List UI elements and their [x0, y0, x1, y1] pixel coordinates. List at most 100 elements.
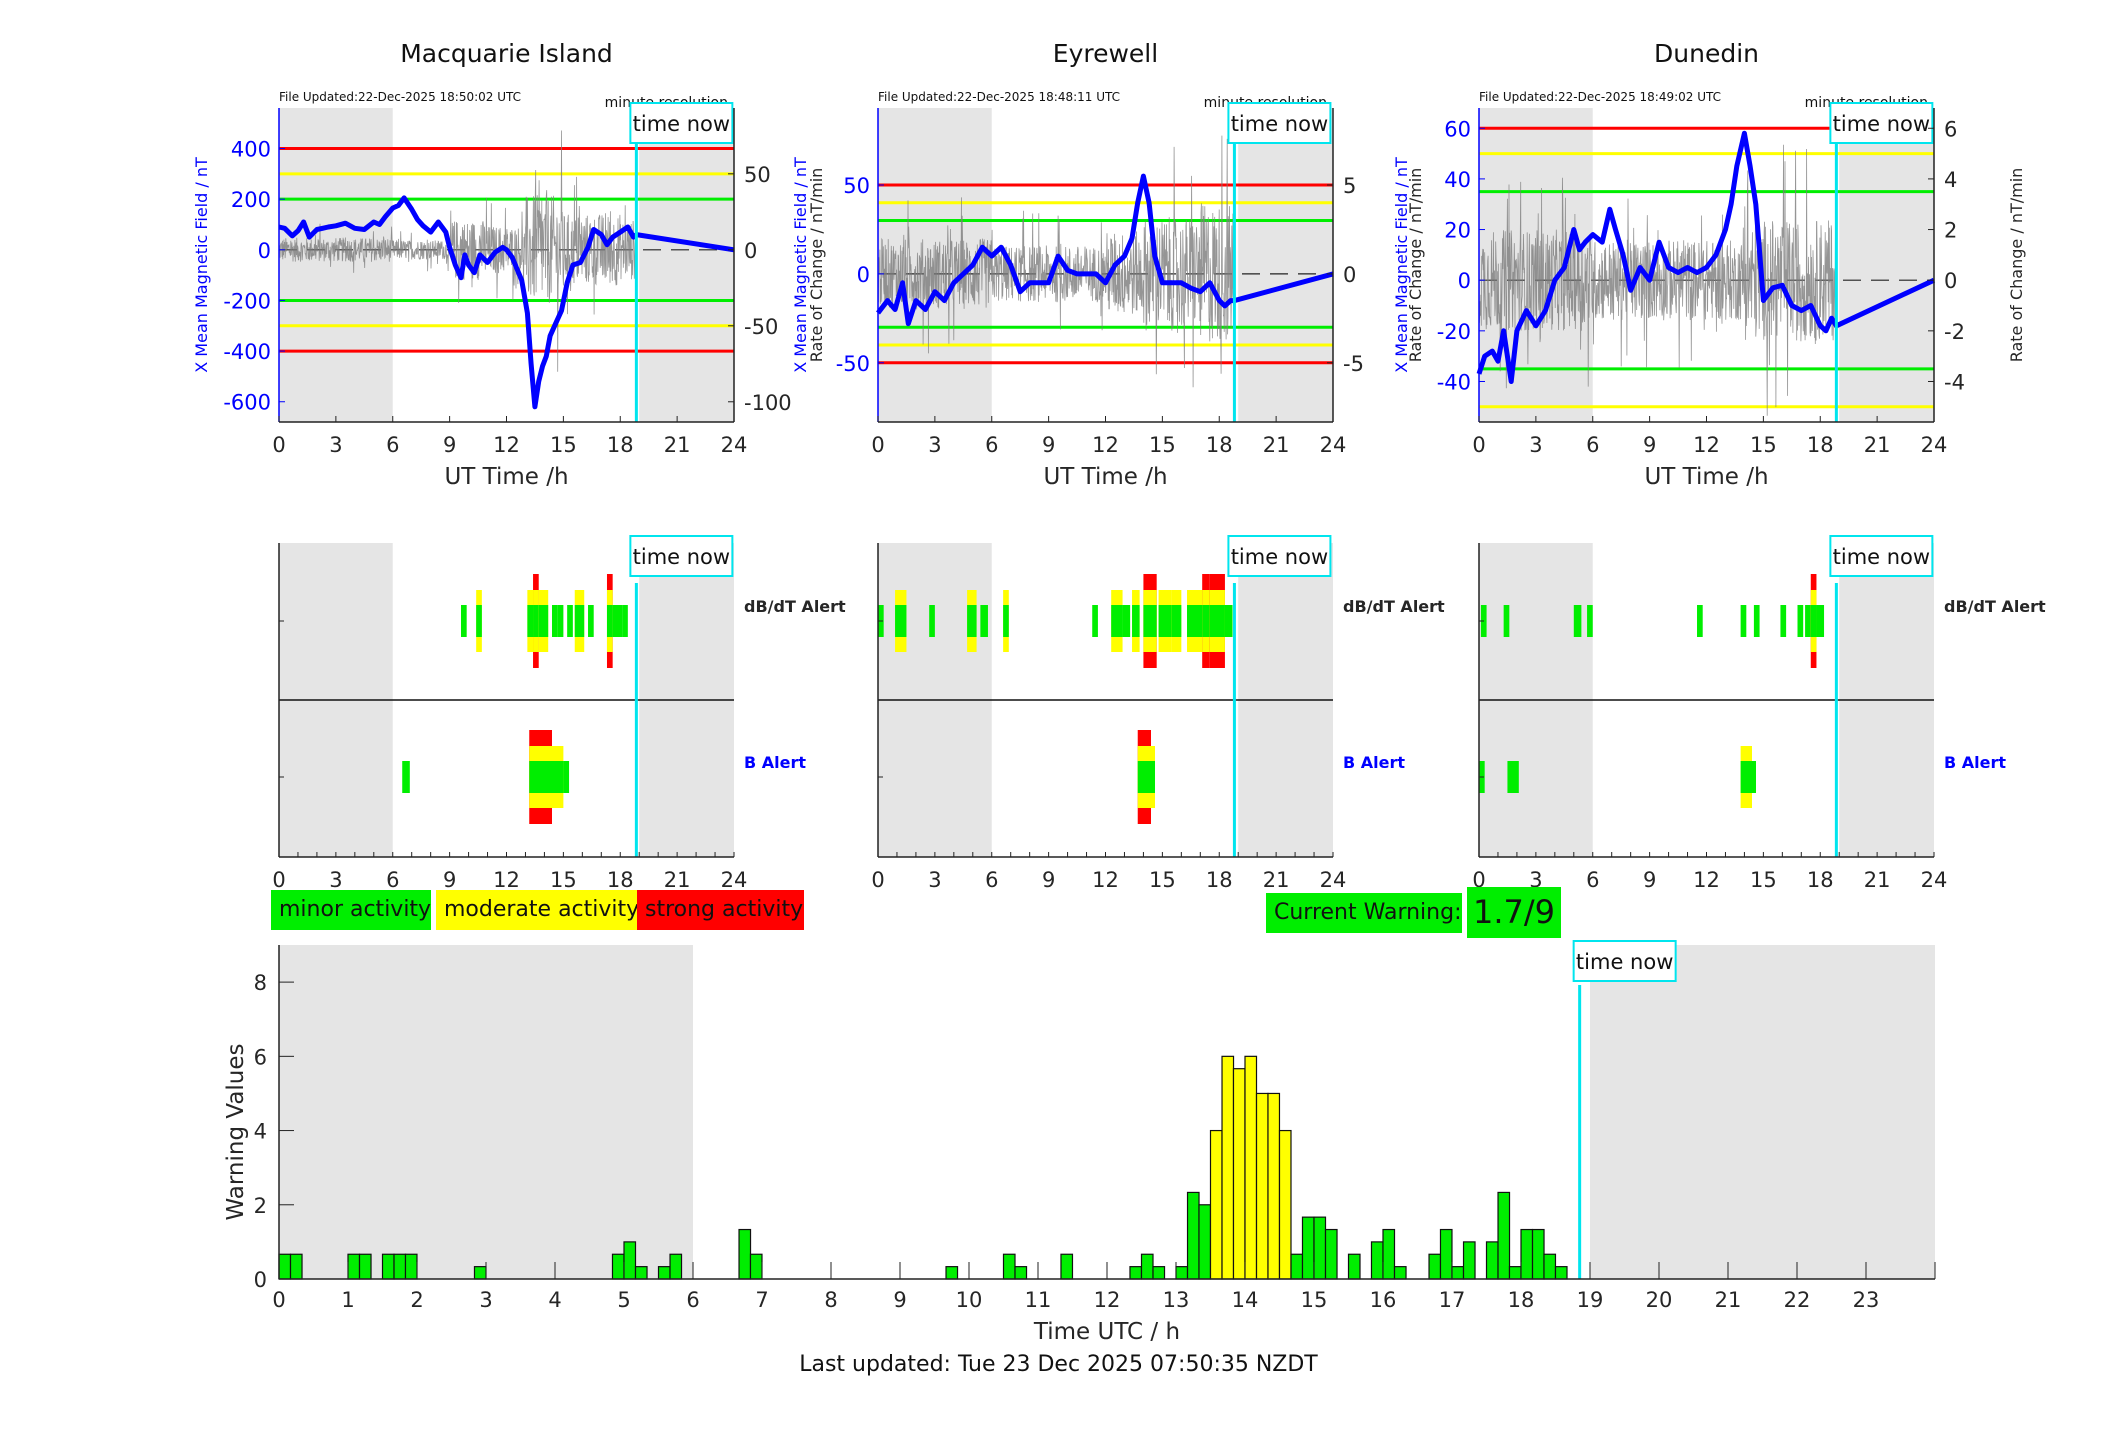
alert-bar-level-1	[1209, 605, 1225, 637]
time-now-label: time now	[1231, 112, 1328, 136]
alert-bar-level-1	[1111, 605, 1123, 637]
y-tick-label: 0	[254, 1268, 267, 1292]
time-now-box	[629, 535, 734, 577]
x-tick-label: 23	[1853, 1288, 1880, 1312]
night-shading	[279, 108, 393, 422]
alert-bar-level-1	[967, 605, 977, 637]
alert-bar-level-1	[563, 761, 570, 793]
x-tick-label: 18	[1206, 433, 1233, 457]
alert-bar-level-1	[402, 761, 410, 793]
y-left-axis-label: X Mean Magnetic Field / nT	[791, 157, 810, 373]
field-plot-dunedin: Dunedin File Updated:22-Dec-2025 18:49:02…	[1392, 39, 2026, 490]
x-tick-label: 2	[410, 1288, 423, 1312]
alert-bar-level-1	[1202, 605, 1210, 637]
warning-bar	[1462, 1241, 1476, 1280]
x-axis-label: Time UTC / h	[1033, 1319, 1180, 1345]
alert-bar-level-1	[1187, 605, 1203, 637]
alert-bar-level-1	[1122, 605, 1131, 637]
alert-bar-level-1	[1740, 605, 1747, 637]
alert-bar-level-1	[1810, 605, 1817, 637]
warning-bar	[1290, 1253, 1304, 1280]
x-tick-label: 24	[1320, 868, 1347, 892]
warning-bar	[381, 1253, 395, 1280]
last-updated-footer: Last updated: Tue 23 Dec 2025 07:50:35 N…	[799, 1352, 1318, 1377]
y-right-axis-label: Rate of Change / nT/min	[807, 168, 826, 363]
time-now-label: time now	[633, 112, 730, 136]
x-tick-label: 15	[1149, 868, 1176, 892]
x-tick-label: 15	[1149, 433, 1176, 457]
x-tick-label: 12	[1693, 868, 1720, 892]
alert-bar-level-1	[895, 605, 907, 637]
y-left-tick-label: 0	[1458, 269, 1471, 293]
x-tick-label: 21	[1263, 433, 1290, 457]
warning-bar	[1382, 1228, 1396, 1280]
current-warning-value: 1.7/9	[1467, 887, 1561, 938]
legend-strong-activity: strong activity	[637, 890, 804, 930]
x-tick-label: 3	[1529, 868, 1542, 892]
warning-bar	[1531, 1228, 1545, 1280]
alert-bar-level-1	[552, 761, 564, 793]
alert-bar-level-1	[1503, 605, 1510, 637]
x-tick-label: 21	[1263, 868, 1290, 892]
night-shading	[1238, 108, 1333, 422]
alert-bar-level-1	[574, 605, 585, 637]
y-right-tick-label: -2	[1944, 320, 1965, 344]
alert-bar-level-1	[1143, 605, 1157, 637]
warning-bar	[1140, 1253, 1154, 1280]
x-tick-label: 18	[607, 868, 634, 892]
x-tick-label: 13	[1163, 1288, 1190, 1312]
time-now-label: time now	[1833, 112, 1930, 136]
warning-bar	[738, 1228, 752, 1280]
x-tick-label: 4	[548, 1288, 561, 1312]
y-left-tick-label: 400	[231, 138, 271, 162]
warning-bar	[1175, 1266, 1189, 1280]
y-right-tick-label: 5	[1343, 174, 1356, 198]
x-tick-label: 9	[1643, 868, 1656, 892]
warning-bar	[945, 1266, 959, 1280]
warning-bar	[1255, 1092, 1269, 1280]
warning-bar	[1393, 1266, 1407, 1280]
x-tick-label: 6	[686, 1288, 699, 1312]
x-tick-label: 3	[928, 433, 941, 457]
x-tick-label: 0	[871, 868, 884, 892]
y-left-tick-label: 50	[843, 174, 870, 198]
y-left-tick-label: -40	[1437, 370, 1471, 394]
station-title: Macquarie Island	[400, 39, 613, 68]
x-tick-label: 9	[1643, 433, 1656, 457]
y-left-tick-label: 40	[1444, 168, 1471, 192]
x-tick-label: 18	[1807, 433, 1834, 457]
time-now-box	[1829, 535, 1934, 577]
alert-bar-level-1	[1003, 605, 1009, 637]
x-tick-label: 12	[493, 433, 520, 457]
x-tick-label: 21	[664, 433, 691, 457]
y-right-axis-label: Rate of Change / nT/min	[2007, 168, 2026, 363]
y-right-tick-label: 2	[1944, 219, 1957, 243]
warning-bar	[669, 1253, 683, 1280]
dbdt-alert-label: dB/dT Alert	[1343, 597, 1445, 616]
alert-bar-level-1	[476, 605, 482, 637]
y-left-tick-label: -400	[223, 340, 271, 364]
alert-bar-level-1	[1780, 605, 1787, 637]
dbdt-alert-label: dB/dT Alert	[1944, 597, 2046, 616]
x-tick-label: 6	[985, 868, 998, 892]
alert-bar-level-1	[567, 605, 573, 637]
y-left-tick-label: -600	[223, 391, 271, 415]
x-tick-label: 24	[721, 433, 748, 457]
warning-bar	[1278, 1129, 1292, 1280]
x-tick-label: 15	[1750, 868, 1777, 892]
warning-bar	[393, 1253, 407, 1280]
x-tick-label: 0	[272, 868, 285, 892]
alert-bar-level-1	[929, 605, 935, 637]
warning-bar	[1508, 1266, 1522, 1280]
warning-bar	[1301, 1216, 1315, 1280]
station-title: Dunedin	[1654, 39, 1759, 68]
y-left-tick-label: -200	[223, 289, 271, 313]
x-tick-label: 21	[1715, 1288, 1742, 1312]
x-tick-label: 9	[893, 1288, 906, 1312]
warning-bar	[1244, 1055, 1258, 1280]
warning-bar	[749, 1253, 763, 1280]
x-tick-label: 12	[1092, 868, 1119, 892]
warning-bar	[1485, 1241, 1499, 1280]
x-axis-label: UT Time /h	[1043, 464, 1167, 490]
